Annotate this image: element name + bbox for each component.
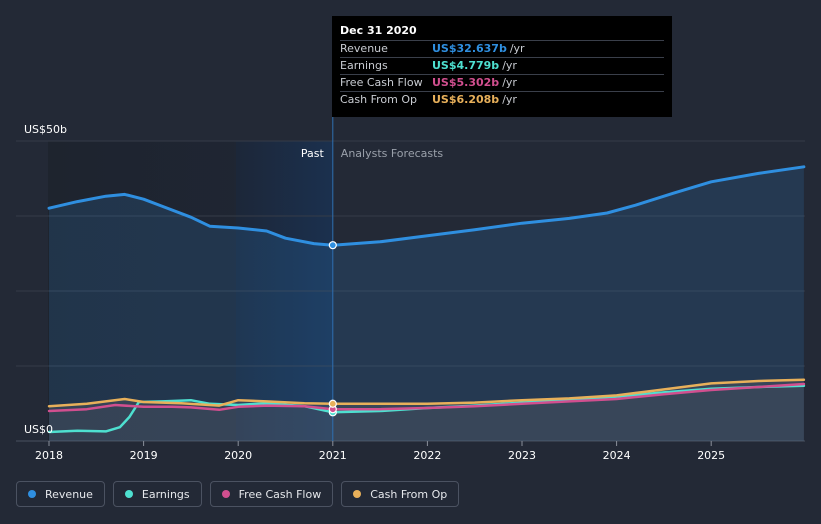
tooltip-row-cash-from-op: Cash From Op US$6.208b /yr <box>340 91 664 108</box>
series-line-cash-from-op <box>47 378 806 408</box>
x-tick-label-2024: 2024 <box>603 449 631 462</box>
x-tick-label-2025: 2025 <box>697 449 725 462</box>
legend-dot-icon <box>28 490 36 498</box>
tooltip-date: Dec 31 2020 <box>340 24 417 37</box>
legend-label: Revenue <box>45 487 93 501</box>
tooltip-label: Earnings <box>340 59 388 72</box>
tooltip-row-revenue: Revenue US$32.637b /yr <box>340 40 664 57</box>
revenue-area <box>49 166 804 442</box>
tooltip-value: US$4.779b <box>432 59 500 72</box>
legend-dot-icon <box>221 490 230 498</box>
marker-cash-from-op <box>328 399 337 408</box>
cash-from-op-area <box>49 379 804 441</box>
tooltip-row-earnings: Earnings US$4.779b /yr <box>340 57 664 74</box>
chart-tooltip: Dec 31 2020 Revenue US$32.637b /yr Earni… <box>332 16 672 117</box>
x-tick-label-2022: 2022 <box>413 449 441 462</box>
tooltip-unit: /yr <box>502 76 517 89</box>
tooltip-value: US$6.208b <box>432 93 500 106</box>
y-axis-label-max: US$50b <box>24 123 68 136</box>
legend-item-earnings[interactable]: Earnings <box>112 481 202 507</box>
y-axis-label-min: US$0 <box>24 423 54 436</box>
tooltip-row-free-cash-flow: Free Cash Flow US$5.302b /yr <box>340 74 664 91</box>
tooltip-label: Cash From Op <box>340 93 418 106</box>
forecast-label: Analysts Forecasts <box>341 147 444 160</box>
tooltip-label: Free Cash Flow <box>340 76 423 89</box>
x-tick-label-2019: 2019 <box>130 449 158 462</box>
past-label: Past <box>301 147 325 160</box>
legend-dot-icon <box>353 490 362 498</box>
legend-dot-icon <box>124 490 133 498</box>
series-line-revenue <box>47 165 806 247</box>
tooltip-value: US$32.637b <box>432 42 507 55</box>
tooltip-unit: /yr <box>502 93 517 106</box>
tooltip-label: Revenue <box>340 42 388 55</box>
tooltip-unit: /yr <box>502 59 517 72</box>
legend-label: Earnings <box>141 487 190 501</box>
legend-label: Free Cash Flow <box>238 487 322 501</box>
x-tick-label-2021: 2021 <box>319 449 347 462</box>
legend-item-cash-from-op[interactable]: Cash From Op <box>341 481 460 507</box>
tooltip-value: US$5.302b <box>432 76 500 89</box>
tooltip-unit: /yr <box>509 42 525 55</box>
x-tick-label-2020: 2020 <box>224 449 252 462</box>
marker-revenue <box>328 241 337 250</box>
legend-item-free-cash-flow[interactable]: Free Cash Flow <box>209 481 334 507</box>
chart-legend: Revenue Earnings Free Cash Flow Cash Fro… <box>16 481 467 509</box>
legend-label: Cash From Op <box>370 487 448 501</box>
legend-item-revenue[interactable]: Revenue <box>16 481 105 507</box>
x-tick-label-2023: 2023 <box>508 449 536 462</box>
x-tick-label-2018: 2018 <box>35 449 63 462</box>
